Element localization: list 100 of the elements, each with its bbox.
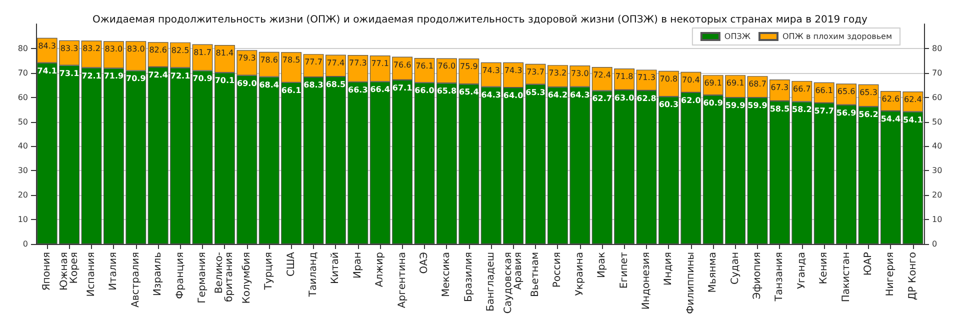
- data-label: 68.3: [304, 80, 324, 90]
- y-tick-label: 10: [18, 215, 28, 224]
- x-tick-label: Аргентина: [396, 252, 408, 308]
- data-label: 58.2: [792, 105, 812, 114]
- y-tick-label: 60: [18, 92, 28, 102]
- data-label: 66.1: [281, 86, 302, 95]
- x-tick-label: Австралия: [130, 252, 142, 308]
- x-tick-label: Мексика: [441, 252, 452, 297]
- total-label: 83.3: [60, 44, 78, 53]
- total-label: 83.0: [126, 44, 145, 54]
- x-tick-label: Вьетнам: [530, 252, 541, 297]
- x-tick-label: Россия: [552, 252, 564, 288]
- data-label: 66.4: [370, 85, 390, 94]
- y2-tick-label: 80: [932, 44, 942, 53]
- x-tick-label: Япония: [42, 252, 53, 291]
- total-label: 70.8: [660, 74, 678, 84]
- x-tick-label: Пакистан: [840, 252, 852, 302]
- data-label: 59.9: [748, 101, 768, 110]
- total-label: 79.3: [238, 54, 256, 63]
- x-tick-label: Уганда: [796, 252, 808, 290]
- total-label: 62.4: [904, 94, 922, 104]
- y2-tick-label: 50: [932, 117, 942, 126]
- data-label: 66.3: [348, 85, 368, 94]
- data-label: 64.2: [548, 90, 568, 100]
- x-tick-label: США: [286, 252, 297, 277]
- x-tick-label: Филиппины: [685, 252, 696, 314]
- x-tick-label: Кения: [818, 252, 830, 284]
- x-tick-label: Южная Корея: [58, 252, 80, 290]
- total-label: 81.7: [194, 48, 212, 57]
- x-tick-label: ЮАР: [863, 252, 874, 276]
- x-tick-label: Испания: [86, 252, 97, 297]
- y2-tick-label: 10: [932, 215, 942, 224]
- total-label: 77.4: [326, 58, 345, 68]
- data-label: 64.0: [503, 91, 524, 100]
- total-label: 84.3: [38, 41, 56, 50]
- y-tick-label: 40: [18, 142, 28, 151]
- total-label: 75.9: [460, 62, 478, 71]
- total-label: 76.1: [416, 61, 434, 70]
- total-label: 83.2: [82, 44, 100, 54]
- total-label: 77.1: [371, 59, 390, 68]
- data-label: 64.3: [570, 90, 590, 100]
- x-tick-label: Индонезия: [641, 252, 652, 310]
- x-tick-label: Украина: [574, 252, 586, 296]
- total-label: 77.3: [348, 58, 367, 68]
- x-tick-label: Германия: [197, 252, 208, 304]
- chart-title: Ожидаемая продолжительность жизни (ОПЖ) и ожидаемая продолжительность здоровой жизни (ОПЗЖ) в некоторых странах мира в 2019 году: [92, 14, 868, 26]
- y-tick-label: 70: [18, 68, 28, 78]
- x-tick-label: Танзания: [774, 252, 786, 302]
- y-tick-label: 30: [18, 166, 28, 176]
- x-tick-label: ДР Конго: [907, 252, 918, 300]
- x-tick-label: Италия: [108, 252, 120, 290]
- total-label: 65.6: [837, 87, 856, 96]
- x-tick-label: Колумбия: [241, 252, 252, 304]
- y-tick-label: 20: [18, 190, 28, 200]
- total-label: 72.4: [593, 70, 612, 80]
- data-label: 65.3: [526, 88, 546, 97]
- total-label: 78.5: [282, 56, 300, 65]
- data-label: 74.1: [37, 66, 58, 76]
- total-label: 74.3: [482, 66, 500, 75]
- total-label: 82.6: [149, 46, 168, 55]
- data-label: 59.9: [725, 101, 746, 110]
- x-tick-label: Китай: [330, 252, 342, 284]
- x-tick-label: ОАЭ: [419, 252, 430, 274]
- data-label: 70.1: [214, 76, 235, 86]
- data-label: 68.5: [326, 80, 346, 90]
- data-label: 73.1: [59, 68, 80, 78]
- data-label: 56.2: [858, 110, 878, 120]
- x-tick-label: Индия: [663, 252, 674, 286]
- data-label: 67.1: [392, 83, 413, 92]
- y2-tick-label: 30: [932, 166, 942, 176]
- data-label: 70.9: [192, 74, 213, 84]
- x-tick-label: Ирак: [596, 252, 608, 278]
- total-label: 67.3: [770, 82, 789, 92]
- data-label: 68.4: [259, 80, 280, 90]
- x-tick-label: Алжир: [374, 252, 386, 288]
- x-tick-label: Франция: [174, 252, 186, 299]
- total-label: 82.5: [171, 46, 190, 55]
- x-tick-label: Эфиопия: [752, 252, 763, 300]
- data-label: 62.0: [681, 96, 702, 105]
- data-label: 65.8: [436, 86, 457, 96]
- data-label: 69.0: [237, 78, 258, 88]
- y2-tick-label: 70: [932, 68, 942, 78]
- x-tick-label: Бангладеш: [486, 252, 497, 312]
- total-label: 70.4: [682, 75, 700, 84]
- data-label: 58.5: [770, 104, 790, 114]
- total-label: 62.6: [882, 94, 900, 104]
- data-label: 56.9: [836, 108, 857, 118]
- total-label: 69.1: [726, 78, 744, 88]
- total-label: 66.7: [792, 84, 811, 94]
- data-label: 72.1: [170, 71, 191, 80]
- y2-tick-label: 60: [932, 92, 942, 102]
- data-label: 72.1: [82, 71, 102, 80]
- data-label: 57.7: [814, 106, 834, 116]
- x-tick-label: Египет: [618, 252, 630, 289]
- total-label: 74.3: [504, 66, 522, 75]
- x-tick-label: Нигерия: [885, 252, 896, 296]
- data-label: 72.4: [148, 70, 168, 80]
- x-tick-label: Судан: [730, 252, 741, 284]
- data-label: 71.9: [104, 72, 124, 81]
- total-label: 83.0: [104, 44, 123, 54]
